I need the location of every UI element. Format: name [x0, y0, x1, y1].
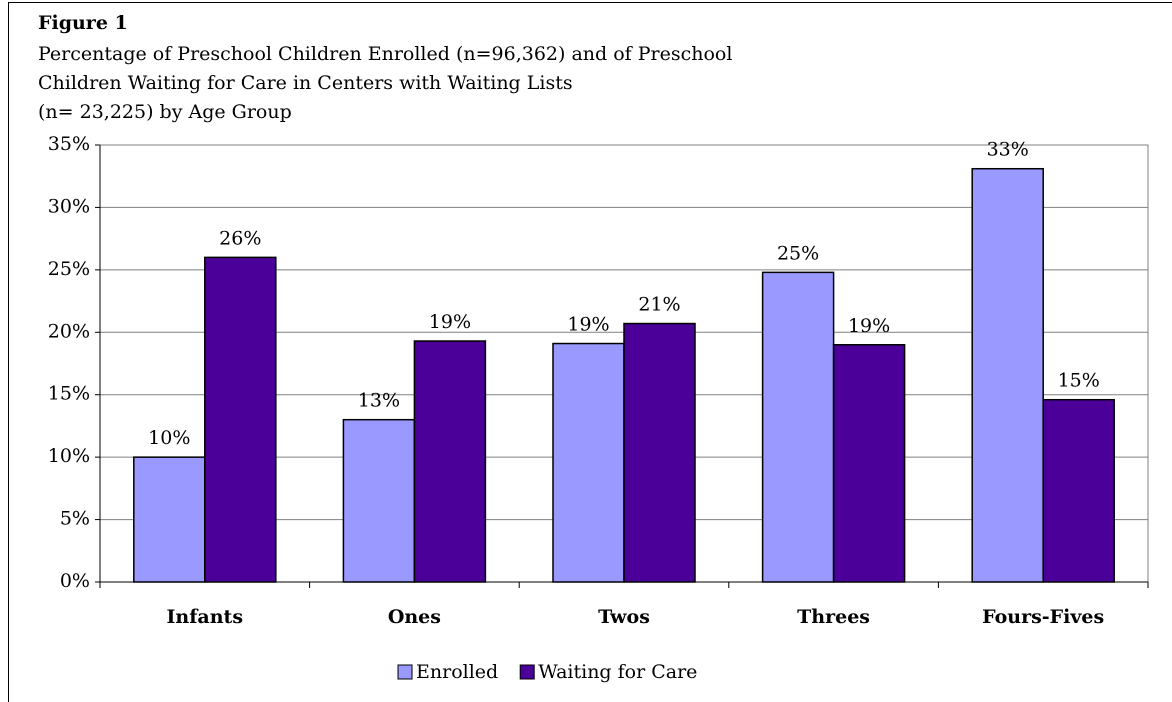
x-tick-label: Infants — [167, 606, 243, 628]
bar — [761, 271, 835, 583]
y-tick-label: 20% — [48, 320, 90, 342]
data-label: 19% — [429, 311, 471, 333]
bar — [832, 344, 906, 583]
chart-title: Figure 1 — [38, 12, 128, 34]
bar — [413, 340, 487, 583]
legend-swatch — [519, 664, 535, 680]
y-tick-label: 25% — [48, 258, 90, 280]
bar — [623, 322, 696, 583]
y-tick-label: 10% — [48, 445, 90, 467]
data-label: 25% — [777, 242, 819, 264]
data-label: 10% — [148, 427, 190, 449]
bar — [133, 456, 206, 583]
data-label: 15% — [1058, 370, 1100, 392]
bar — [1042, 398, 1115, 583]
data-label: 19% — [848, 315, 890, 337]
y-tick-label: 5% — [60, 508, 90, 530]
bar — [552, 342, 625, 583]
data-label: 13% — [358, 390, 400, 412]
y-tick-label: 0% — [60, 570, 90, 592]
bar — [204, 256, 277, 583]
bar — [342, 418, 416, 583]
y-tick-label: 35% — [48, 133, 90, 155]
x-tick-label: Threes — [797, 606, 870, 628]
y-tick-label: 30% — [48, 195, 90, 217]
chart-subtitle: Children Waiting for Care in Centers wit… — [38, 72, 573, 94]
x-tick-label: Fours-Fives — [982, 606, 1104, 628]
bar — [971, 167, 1044, 583]
data-label: 19% — [567, 314, 609, 336]
x-tick-label: Ones — [388, 606, 441, 628]
data-label: 21% — [638, 294, 680, 316]
data-label: 26% — [219, 227, 261, 249]
legend-swatch — [397, 664, 413, 680]
chart-subtitle: Percentage of Preschool Children Enrolle… — [38, 43, 732, 65]
chart-subtitle: (n= 23,225) by Age Group — [38, 101, 292, 123]
legend-label: Waiting for Care — [538, 661, 697, 683]
legend-label: Enrolled — [416, 661, 498, 683]
data-label: 33% — [987, 139, 1029, 161]
y-tick-label: 15% — [48, 383, 90, 405]
x-tick-label: Twos — [598, 606, 650, 628]
